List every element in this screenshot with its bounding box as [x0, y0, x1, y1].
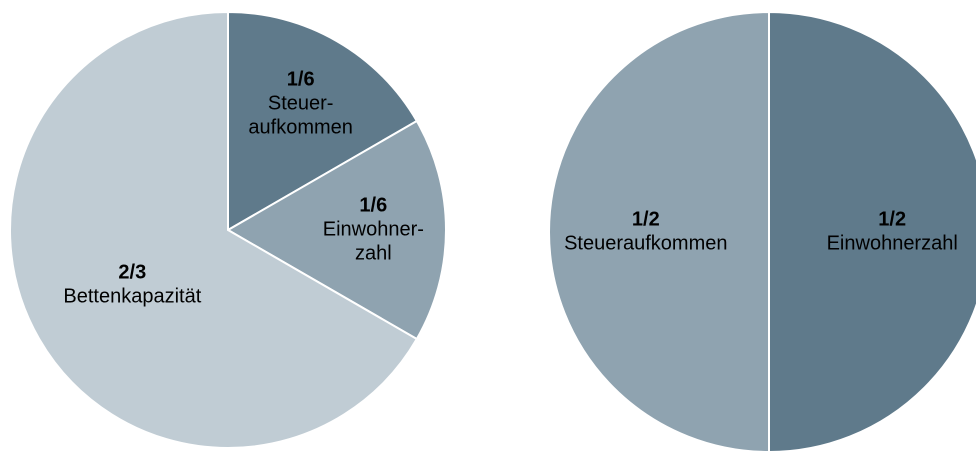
value-label: 2/3	[118, 261, 146, 283]
slice-label: Steuer-	[268, 92, 334, 114]
value-label: 1/6	[359, 194, 387, 216]
slice-label: Einwohner-	[323, 218, 424, 240]
value-label: 1/2	[878, 208, 906, 230]
pie-slice	[227, 10, 419, 232]
slice-label: Bettenkapazität	[63, 285, 201, 307]
pie-slice	[548, 10, 770, 451]
slice-label: zahl	[355, 242, 392, 264]
pie-slice	[9, 10, 419, 449]
value-label: 1/6	[287, 68, 315, 90]
pie-slice	[768, 10, 976, 451]
value-label: 1/2	[632, 208, 660, 230]
pie-slice	[226, 119, 447, 341]
slice-label: Steueraufkommen	[564, 232, 727, 254]
slice-label: Einwohnerzahl	[827, 232, 958, 254]
slice-label: aufkommen	[248, 116, 353, 138]
